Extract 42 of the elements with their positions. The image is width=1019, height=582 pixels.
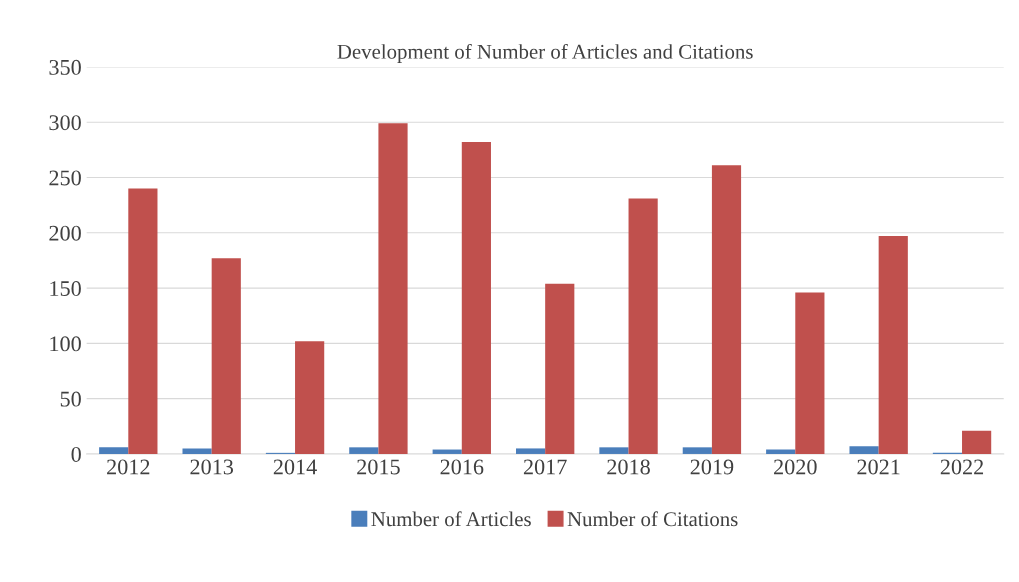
bar (378, 123, 408, 454)
x-tick-label: 2019 (690, 459, 734, 475)
y-tick-label: 0 (71, 446, 81, 462)
bar (99, 447, 129, 454)
x-tick-label: 2022 (940, 459, 984, 475)
bar (182, 448, 212, 454)
y-tick-label: 250 (49, 170, 81, 186)
x-tick-label: 2021 (857, 459, 900, 475)
x-tick-label: 2014 (273, 459, 317, 475)
x-tick-label: 2018 (607, 459, 650, 475)
x-tick-label: 2016 (440, 459, 484, 475)
y-tick-label: 350 (49, 59, 81, 75)
bar (128, 188, 158, 454)
bar (515, 448, 546, 454)
legend-label: Number of Articles (371, 511, 531, 527)
x-tick-label: 2013 (190, 459, 234, 475)
bar (795, 292, 825, 454)
bar (545, 283, 575, 454)
y-tick-label: 200 (49, 225, 81, 241)
chart-title: Development of Number of Articles and Citations (337, 43, 753, 64)
legend-label: Number of Citations (567, 511, 738, 527)
x-tick-label: 2015 (357, 459, 400, 475)
bar (461, 142, 491, 454)
y-tick-label: 50 (60, 391, 81, 407)
x-tick-label: 2017 (523, 459, 567, 475)
bar (878, 236, 908, 454)
bar (711, 165, 742, 454)
y-tick-label: 150 (50, 281, 81, 297)
bar (849, 446, 879, 454)
x-tick-label: 2012 (107, 459, 150, 475)
bar (432, 449, 462, 454)
bar (766, 449, 796, 454)
y-tick-label: 100 (50, 336, 81, 352)
bar (211, 258, 241, 454)
bar (962, 430, 992, 454)
bar (628, 198, 658, 454)
bar (349, 447, 379, 454)
bar (682, 447, 712, 454)
bar (295, 341, 325, 454)
bar (599, 447, 629, 454)
y-tick-label: 300 (49, 115, 81, 131)
x-tick-label: 2020 (774, 459, 817, 475)
